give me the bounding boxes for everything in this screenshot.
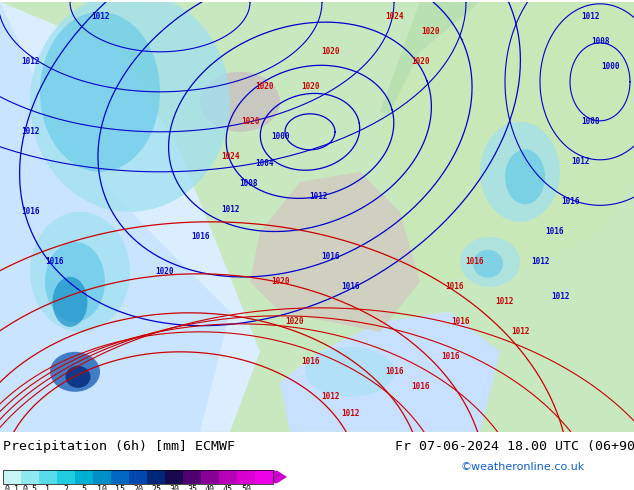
Text: 1012: 1012 <box>571 157 589 166</box>
Ellipse shape <box>505 149 545 204</box>
Text: 1000: 1000 <box>271 132 289 141</box>
Bar <box>147 470 165 484</box>
Bar <box>111 470 129 484</box>
Text: 1016: 1016 <box>560 197 579 206</box>
Text: 1016: 1016 <box>340 282 359 292</box>
Text: 1020: 1020 <box>241 117 259 126</box>
Bar <box>93 470 111 484</box>
Bar <box>183 470 201 484</box>
Polygon shape <box>380 2 580 152</box>
Text: 1016: 1016 <box>451 318 469 326</box>
Bar <box>57 470 75 484</box>
Text: 35: 35 <box>187 486 197 490</box>
Text: 1020: 1020 <box>321 48 339 56</box>
Text: 1016: 1016 <box>466 257 484 267</box>
Text: 1012: 1012 <box>531 257 549 267</box>
Ellipse shape <box>45 242 105 322</box>
Polygon shape <box>0 2 260 432</box>
FancyArrow shape <box>273 470 287 483</box>
Text: 25: 25 <box>151 486 161 490</box>
Text: 1012: 1012 <box>511 327 529 336</box>
Text: 1008: 1008 <box>591 37 609 47</box>
Text: 10: 10 <box>97 486 107 490</box>
Text: 1016: 1016 <box>191 232 209 242</box>
Text: 0.1: 0.1 <box>4 486 20 490</box>
Ellipse shape <box>30 0 230 212</box>
Text: Fr 07-06-2024 18.00 UTC (06+90): Fr 07-06-2024 18.00 UTC (06+90) <box>395 440 634 453</box>
Ellipse shape <box>40 12 160 172</box>
Text: 1016: 1016 <box>441 352 459 361</box>
Text: 1016: 1016 <box>446 282 464 292</box>
Text: 15: 15 <box>115 486 125 490</box>
Text: 1024: 1024 <box>221 152 239 161</box>
Text: 1012: 1012 <box>581 12 599 22</box>
Ellipse shape <box>480 122 560 222</box>
Text: 20: 20 <box>133 486 143 490</box>
Text: 1012: 1012 <box>321 392 339 401</box>
Text: 1012: 1012 <box>21 57 39 66</box>
Polygon shape <box>380 2 634 282</box>
Polygon shape <box>250 172 420 332</box>
Text: 1012: 1012 <box>91 12 109 22</box>
Text: 1012: 1012 <box>309 193 327 201</box>
Ellipse shape <box>30 212 130 332</box>
Text: 5: 5 <box>82 486 86 490</box>
Text: 1012: 1012 <box>340 409 359 418</box>
Text: 1000: 1000 <box>601 62 619 72</box>
Ellipse shape <box>50 352 100 392</box>
Text: 1016: 1016 <box>301 357 320 367</box>
Text: 30: 30 <box>169 486 179 490</box>
Text: 1008: 1008 <box>239 179 257 188</box>
Text: 1012: 1012 <box>551 293 569 301</box>
Text: 1: 1 <box>46 486 51 490</box>
Text: 50: 50 <box>241 486 251 490</box>
Ellipse shape <box>200 72 280 132</box>
Bar <box>3 470 273 484</box>
Text: 1016: 1016 <box>411 382 429 392</box>
Text: 1020: 1020 <box>286 318 304 326</box>
Text: 1024: 1024 <box>385 12 404 22</box>
Bar <box>39 470 57 484</box>
Polygon shape <box>280 312 500 432</box>
Bar <box>201 470 219 484</box>
Text: 1016: 1016 <box>21 207 39 216</box>
Bar <box>3 470 21 484</box>
Text: 1016: 1016 <box>46 257 64 267</box>
Bar <box>165 470 183 484</box>
Text: 1016: 1016 <box>321 252 339 261</box>
Text: 1020: 1020 <box>421 27 439 36</box>
Text: 1020: 1020 <box>256 82 275 91</box>
Ellipse shape <box>305 347 395 397</box>
Text: 0.5: 0.5 <box>22 486 37 490</box>
Bar <box>219 470 237 484</box>
Polygon shape <box>0 2 230 432</box>
Text: 1016: 1016 <box>546 227 564 236</box>
Text: 1004: 1004 <box>256 159 275 169</box>
Text: 45: 45 <box>223 486 233 490</box>
Ellipse shape <box>65 366 91 388</box>
Text: 1020: 1020 <box>271 277 289 286</box>
Bar <box>237 470 255 484</box>
Text: 1012: 1012 <box>221 205 239 214</box>
Text: Precipitation (6h) [mm] ECMWF: Precipitation (6h) [mm] ECMWF <box>3 440 235 453</box>
Text: 1020: 1020 <box>156 268 174 276</box>
Text: 1012: 1012 <box>496 297 514 306</box>
Bar <box>75 470 93 484</box>
Text: 1008: 1008 <box>581 117 599 126</box>
Text: 1012: 1012 <box>21 127 39 136</box>
Text: 1016: 1016 <box>385 368 404 376</box>
Text: ©weatheronline.co.uk: ©weatheronline.co.uk <box>460 462 585 472</box>
Bar <box>129 470 147 484</box>
Text: 1020: 1020 <box>411 57 429 66</box>
Ellipse shape <box>473 250 503 278</box>
Text: 2: 2 <box>63 486 68 490</box>
Bar <box>21 470 39 484</box>
Text: 1020: 1020 <box>301 82 320 91</box>
Ellipse shape <box>460 237 520 287</box>
Ellipse shape <box>53 277 87 327</box>
Text: 40: 40 <box>205 486 215 490</box>
Bar <box>255 470 273 484</box>
